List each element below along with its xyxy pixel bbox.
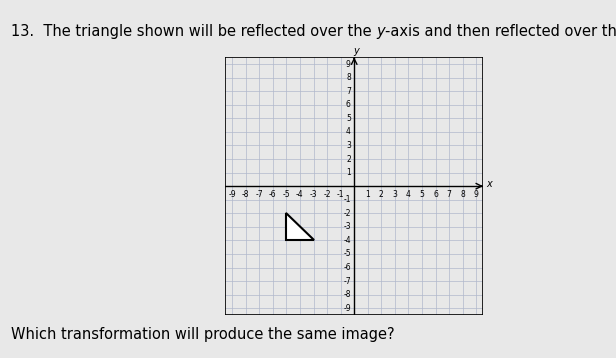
Polygon shape	[286, 213, 314, 241]
Text: 1: 1	[346, 168, 351, 177]
Text: 7: 7	[447, 189, 452, 199]
Text: 13.  The triangle shown will be reflected over the: 13. The triangle shown will be reflected…	[11, 24, 376, 39]
Text: -4: -4	[343, 236, 351, 245]
Text: x: x	[486, 179, 492, 189]
Text: -8: -8	[242, 189, 249, 199]
Text: -2: -2	[323, 189, 331, 199]
Text: Which transformation will produce the same image?: Which transformation will produce the sa…	[11, 327, 395, 342]
Text: -7: -7	[343, 277, 351, 286]
Text: -6: -6	[269, 189, 277, 199]
Text: 2: 2	[379, 189, 384, 199]
Text: 5: 5	[419, 189, 424, 199]
Text: -axis and then reflected over the: -axis and then reflected over the	[385, 24, 616, 39]
Text: -1: -1	[337, 189, 344, 199]
Text: 9: 9	[346, 59, 351, 69]
Text: 7: 7	[346, 87, 351, 96]
Text: 8: 8	[346, 73, 351, 82]
Text: y: y	[354, 46, 359, 56]
Text: -3: -3	[343, 222, 351, 231]
Text: -9: -9	[343, 304, 351, 313]
Text: 3: 3	[392, 189, 397, 199]
Text: 5: 5	[346, 114, 351, 123]
Text: 6: 6	[346, 100, 351, 109]
Text: 2: 2	[346, 155, 351, 164]
Text: 4: 4	[406, 189, 411, 199]
Text: -7: -7	[256, 189, 263, 199]
Text: 3: 3	[346, 141, 351, 150]
Text: 1: 1	[365, 189, 370, 199]
Text: y: y	[376, 24, 385, 39]
Text: 4: 4	[346, 127, 351, 136]
Text: 8: 8	[460, 189, 465, 199]
Text: -4: -4	[296, 189, 304, 199]
Text: 6: 6	[433, 189, 438, 199]
Text: -5: -5	[283, 189, 290, 199]
Text: -5: -5	[343, 250, 351, 258]
Text: -3: -3	[310, 189, 317, 199]
Text: -6: -6	[343, 263, 351, 272]
Text: -1: -1	[343, 195, 351, 204]
Text: 9: 9	[474, 189, 479, 199]
Text: -9: -9	[229, 189, 236, 199]
Text: -8: -8	[343, 290, 351, 299]
Text: -2: -2	[343, 209, 351, 218]
